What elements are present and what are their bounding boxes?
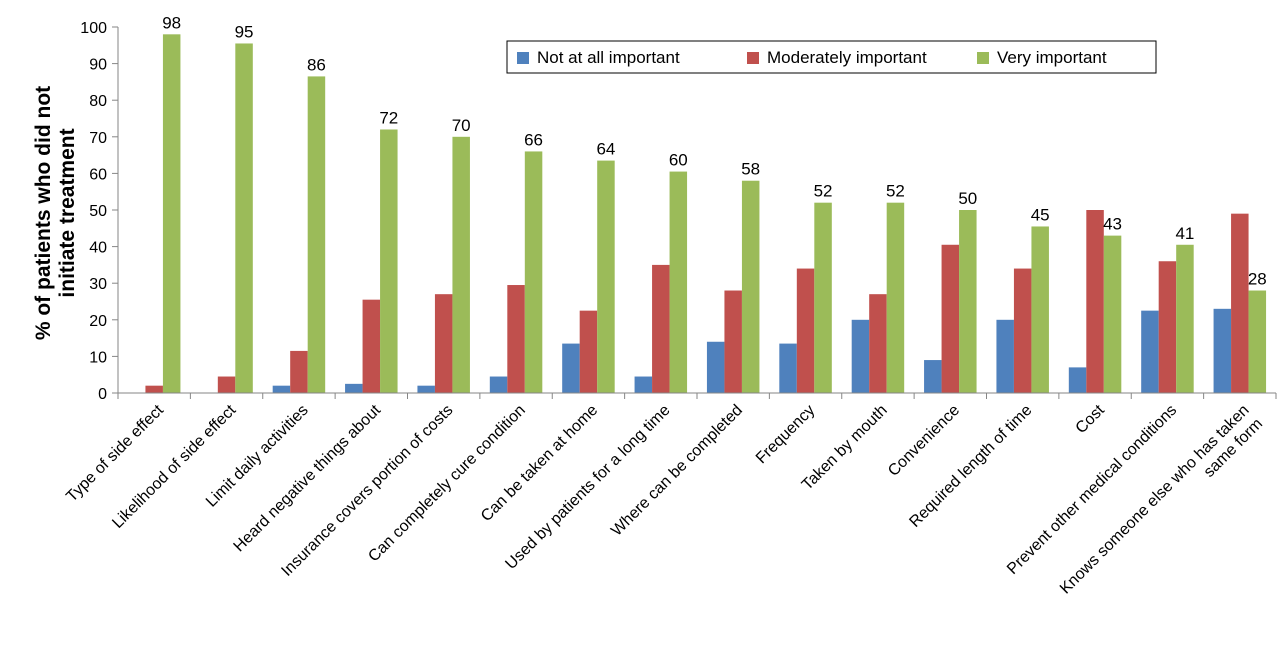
- bar: [886, 202, 905, 393]
- data-label: 98: [162, 13, 181, 32]
- data-labels: 98 95 86 72 70 66 64 60 58 52 52 50 45 43 41 28: [162, 13, 1267, 288]
- legend: Not at all important Moderately important…: [506, 40, 1157, 74]
- legend-label: Very important: [997, 48, 1107, 67]
- data-label: 72: [379, 108, 398, 127]
- y-tick-label: 10: [89, 349, 107, 366]
- bar: [417, 385, 435, 393]
- bar: [489, 376, 508, 393]
- bar: [1248, 290, 1267, 393]
- data-label: 50: [958, 189, 977, 208]
- data-label: 28: [1248, 270, 1267, 289]
- bar: [452, 136, 470, 394]
- bar: [1031, 226, 1049, 393]
- y-tick-label: 50: [89, 203, 107, 220]
- y-axis-ticks: 0 10 20 30 40 50 60 70 80 90 100: [80, 20, 118, 403]
- bar: [307, 76, 326, 393]
- bar: [145, 385, 163, 393]
- y-tick-label: 30: [89, 276, 107, 293]
- y-tick-label: 70: [89, 130, 107, 147]
- data-label: 86: [307, 55, 326, 74]
- bar: [434, 294, 453, 393]
- bar: [1213, 308, 1232, 393]
- bar: [579, 310, 598, 393]
- bar: [851, 319, 870, 393]
- y-tick-label: 20: [89, 313, 107, 330]
- bar: [796, 268, 815, 393]
- bar: [362, 299, 381, 393]
- y-tick-label: 0: [98, 386, 107, 403]
- x-tick-label: Heard negative things about: [231, 401, 385, 555]
- bar: [235, 43, 253, 393]
- bar: [669, 171, 688, 393]
- y-tick-label: 40: [89, 240, 107, 257]
- bar: [1231, 213, 1249, 393]
- y-axis-title-line-1: % of patients who did not: [32, 86, 55, 340]
- bar: [1013, 268, 1032, 393]
- bar: [1103, 235, 1122, 393]
- bar: [597, 160, 615, 393]
- data-label: 45: [1031, 205, 1050, 224]
- y-tick-label: 80: [89, 93, 107, 110]
- x-tick-label: Likelihood of side effect: [109, 401, 239, 531]
- x-tick-label: Cost: [1073, 401, 1109, 437]
- data-label: 52: [886, 182, 905, 201]
- legend-swatch: [517, 52, 529, 64]
- y-tick-label: 100: [80, 20, 107, 37]
- bar: [345, 383, 363, 393]
- x-tick-label: Convenience: [885, 402, 963, 480]
- bar: [524, 151, 543, 393]
- x-tick-label: Can completely cure condition: [365, 402, 529, 566]
- legend-label: Moderately important: [767, 48, 927, 67]
- y-tick-label: 60: [89, 166, 107, 183]
- bar: [924, 360, 942, 393]
- bar: [1141, 310, 1159, 393]
- data-label: 60: [669, 151, 688, 170]
- bar: [162, 34, 181, 393]
- x-tick-label: Frequency: [753, 402, 818, 467]
- bar: [290, 350, 308, 393]
- data-label: 43: [1103, 215, 1122, 234]
- bar: [959, 210, 977, 393]
- legend-swatch: [977, 52, 989, 64]
- bar: [634, 376, 653, 393]
- x-tick-label: Can be taken at home: [478, 402, 601, 525]
- bar: [1176, 244, 1194, 393]
- bar: [1068, 367, 1087, 393]
- data-label: 64: [596, 140, 615, 159]
- bar: [741, 180, 760, 393]
- bar: [1158, 261, 1177, 393]
- data-label: 70: [452, 116, 471, 135]
- legend-box: [506, 40, 1157, 74]
- data-label: 95: [235, 22, 254, 41]
- y-axis-title-line-2: initiate treatment: [56, 128, 79, 297]
- data-label: 41: [1175, 224, 1194, 243]
- bar: [941, 244, 960, 393]
- bar: [272, 385, 291, 393]
- bar: [562, 343, 580, 393]
- y-tick-label: 90: [89, 57, 107, 74]
- y-axis-title: % of patients who did not initiate treat…: [32, 86, 79, 340]
- bar: [706, 341, 725, 393]
- bar: [652, 264, 670, 393]
- bars: [145, 34, 1267, 394]
- bar: [507, 285, 525, 393]
- legend-swatch: [747, 52, 759, 64]
- bar: [779, 343, 797, 393]
- data-label: 66: [524, 130, 543, 149]
- x-tick-label: Required length of time: [906, 402, 1035, 531]
- bar: [1086, 210, 1104, 393]
- bar: [217, 376, 236, 393]
- bar: [869, 294, 887, 393]
- data-label: 52: [814, 182, 833, 201]
- x-tick-label: Where can be completed: [608, 402, 746, 540]
- bar: [724, 290, 742, 393]
- bar: [996, 319, 1014, 393]
- data-label: 58: [741, 160, 760, 179]
- axes: [117, 27, 1277, 399]
- bar: [380, 129, 398, 394]
- bar: [814, 202, 832, 393]
- legend-label: Not at all important: [537, 48, 680, 67]
